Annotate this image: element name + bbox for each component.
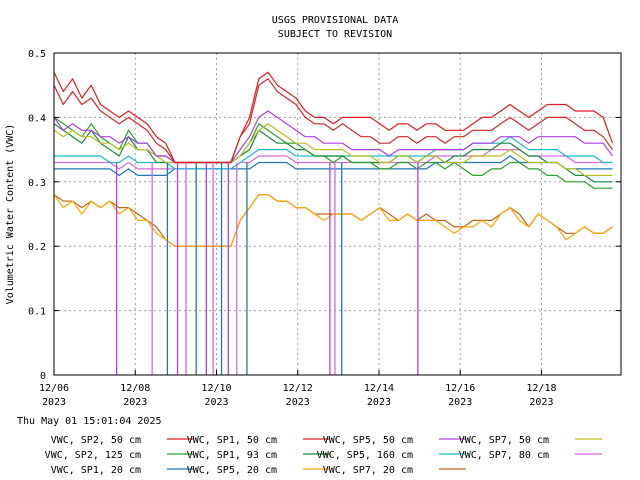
legend-label: VWC, SP7, 20 cm bbox=[323, 465, 413, 476]
x-tick-year: 2023 bbox=[123, 397, 147, 408]
chart-subtitle: SUBJECT TO REVISION bbox=[278, 29, 392, 40]
x-tick-year: 2023 bbox=[367, 397, 391, 408]
y-tick-label: 0.1 bbox=[28, 307, 46, 318]
y-tick-label: 0.5 bbox=[28, 49, 46, 60]
series-line-vwc-sp5-20-cm bbox=[53, 194, 613, 247]
timestamp: Thu May 01 15:01:04 2025 bbox=[17, 416, 162, 427]
x-tick-label: 12/08 bbox=[120, 383, 150, 394]
dropout-spikes bbox=[115, 162, 419, 375]
legend-label: VWC, SP1, 20 cm bbox=[51, 465, 141, 476]
series-line-vwc-sp7-80-cm bbox=[54, 149, 613, 170]
y-axis-ticks: 0 0.1 0.2 0.3 0.4 0.5 bbox=[28, 49, 621, 382]
legend-item: VWC, SP7, 50 cm bbox=[459, 435, 602, 446]
series-line-vwc-sp1-50-cm bbox=[53, 78, 613, 164]
x-tick-label: 12/12 bbox=[283, 383, 313, 394]
series-line-vwc-sp1-93-cm bbox=[53, 123, 613, 183]
legend-label: VWC, SP5, 160 cm bbox=[317, 450, 413, 461]
x-tick-label: 12/16 bbox=[445, 383, 475, 394]
series-line-vwc-sp5-160-cm bbox=[54, 136, 613, 170]
chart-title: USGS PROVISIONAL DATA bbox=[272, 15, 398, 26]
legend-item: VWC, SP1, 50 cm bbox=[187, 435, 330, 446]
y-tick-label: 0.2 bbox=[28, 242, 46, 253]
x-tick-year: 2023 bbox=[529, 397, 553, 408]
x-tick-year: 2023 bbox=[42, 397, 66, 408]
legend-label: VWC, SP2, 125 cm bbox=[45, 450, 141, 461]
legend-item: VWC, SP7, 80 cm bbox=[459, 450, 602, 461]
legend: VWC, SP2, 50 cm VWC, SP1, 50 cm VWC, SP5, … bbox=[45, 435, 602, 476]
plot-area-frame bbox=[53, 52, 622, 376]
x-tick-year: 2023 bbox=[448, 397, 472, 408]
legend-label: VWC, SP7, 80 cm bbox=[459, 450, 549, 461]
legend-item: VWC, SP7, 20 cm bbox=[323, 465, 466, 476]
legend-label: VWC, SP7, 50 cm bbox=[459, 435, 549, 446]
y-tick-label: 0.4 bbox=[28, 113, 46, 124]
x-tick-label: 12/18 bbox=[526, 383, 556, 394]
x-tick-label: 12/06 bbox=[39, 383, 69, 394]
x-tick-label: 12/14 bbox=[364, 383, 394, 394]
legend-label: VWC, SP5, 20 cm bbox=[187, 465, 277, 476]
series-line-vwc-sp1-20-cm bbox=[54, 155, 613, 176]
series-line-vwc-sp2-50-cm bbox=[53, 71, 614, 164]
legend-label: VWC, SP2, 50 cm bbox=[51, 435, 141, 446]
y-tick-label: 0.3 bbox=[28, 178, 46, 189]
series-line-vwc-sp7-50-cm bbox=[53, 123, 613, 176]
legend-item: VWC, SP1, 20 cm bbox=[51, 465, 194, 476]
legend-item: VWC, SP1, 93 cm bbox=[187, 450, 330, 461]
x-tick-year: 2023 bbox=[204, 397, 228, 408]
legend-item: VWC, SP2, 125 cm bbox=[45, 450, 194, 461]
series-lines bbox=[53, 71, 614, 247]
x-tick-year: 2023 bbox=[286, 397, 310, 408]
chart-title-block: USGS PROVISIONAL DATA SUBJECT TO REVISIO… bbox=[272, 15, 398, 40]
series-line-vwc-sp5-50-cm bbox=[53, 110, 613, 164]
legend-label: VWC, SP5, 50 cm bbox=[323, 435, 413, 446]
series-line-vwc-sp2-125-cm bbox=[53, 116, 613, 189]
x-tick-label: 12/10 bbox=[201, 383, 231, 394]
legend-label: VWC, SP1, 50 cm bbox=[187, 435, 277, 446]
legend-item: VWC, SP5, 160 cm bbox=[317, 450, 466, 461]
y-tick-label: 0 bbox=[40, 371, 46, 382]
x-axis-ticks: 12/06 2023 12/08 2023 12/10 2023 12/12 2023 12/1… bbox=[39, 370, 557, 408]
legend-item: VWC, SP5, 50 cm bbox=[323, 435, 466, 446]
legend-label: VWC, SP1, 93 cm bbox=[187, 450, 277, 461]
y-axis-label: Volumetric Water Content (VWC) bbox=[5, 124, 16, 305]
legend-item: VWC, SP5, 20 cm bbox=[187, 465, 330, 476]
legend-item: VWC, SP2, 50 cm bbox=[51, 435, 194, 446]
